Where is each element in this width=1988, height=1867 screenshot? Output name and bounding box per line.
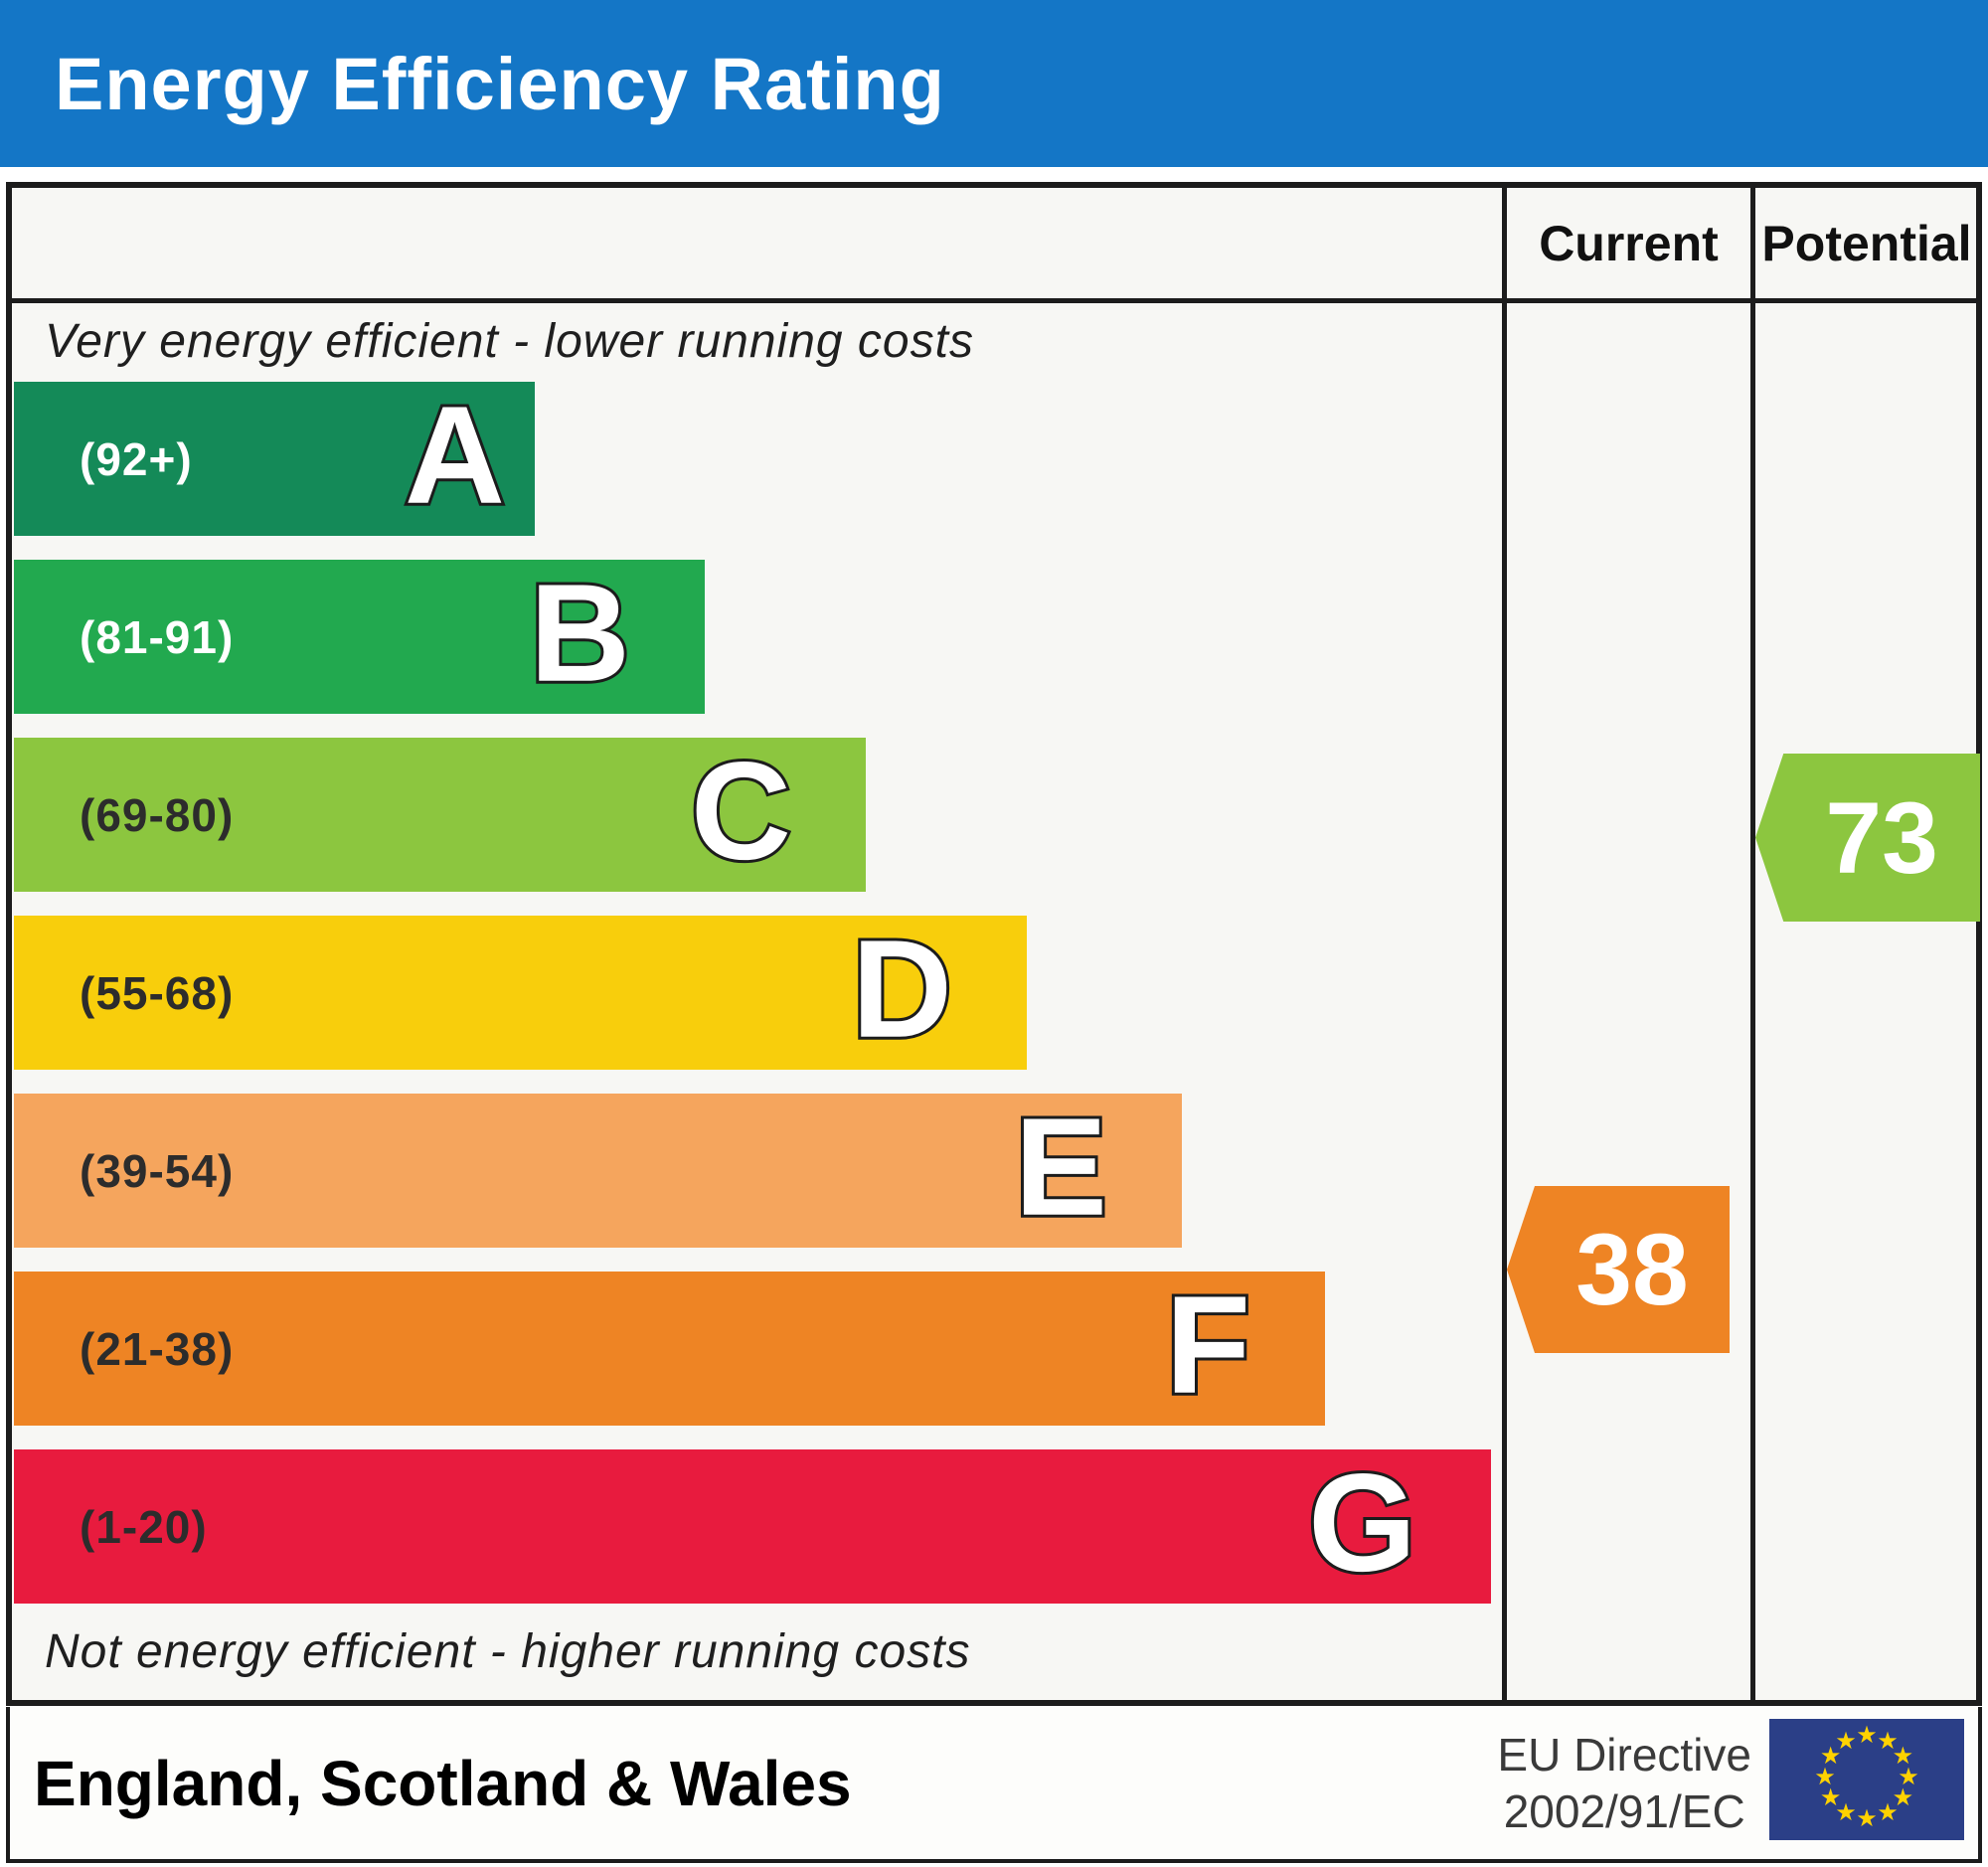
eu-flag-icon: ★ ★ ★ ★ ★ ★ ★ ★ ★ ★ ★ ★ [1769,1719,1964,1840]
bottom-caption: Not energy efficient - higher running co… [45,1625,971,1678]
potential-column-header: Potential [1761,216,1972,271]
eu-flag-star: ★ [1877,1727,1899,1755]
eu-flag-star: ★ [1835,1727,1857,1755]
band-c-range: (69-80) [80,788,235,841]
band-a: (92+) A [14,382,535,536]
eu-flag-star: ★ [1819,1784,1842,1811]
band-e: (39-54) E [14,1094,1182,1248]
band-b-range: (81-91) [80,610,235,663]
footer: England, Scotland & Wales EU Directive 2… [6,1707,1982,1863]
region-label: England, Scotland & Wales [34,1747,852,1819]
eu-flag-star: ★ [1835,1799,1857,1827]
top-caption: Very energy efficient - lower running co… [45,315,974,368]
band-a-letter: A [402,376,508,533]
band-f-letter: F [1162,1266,1252,1423]
eu-directive-line2: 2002/91/EC [1503,1784,1745,1837]
current-column-divider [1502,182,1507,1706]
eu-flag-star: ★ [1819,1743,1842,1770]
band-g: (1-20) G [14,1449,1491,1604]
eu-flag-star: ★ [1856,1722,1878,1749]
band-g-range: (1-20) [80,1500,208,1553]
potential-rating-value: 73 [1825,780,1938,895]
band-g-letter: G [1305,1443,1419,1601]
page-title: Energy Efficiency Rating [55,42,945,125]
band-b-letter: B [527,554,633,711]
band-b: (81-91) B [14,560,705,714]
eu-flag-star: ★ [1877,1799,1899,1827]
band-c: (69-80) C [14,738,866,892]
potential-rating-arrow: 73 [1755,754,1980,922]
eu-flag-star: ★ [1814,1764,1836,1790]
band-f-range: (21-38) [80,1322,235,1375]
band-d-range: (55-68) [80,966,235,1019]
band-e-range: (39-54) [80,1144,235,1197]
eu-directive-line1: EU Directive [1497,1729,1751,1782]
eu-flag-star: ★ [1892,1743,1914,1770]
eu-flag-star: ★ [1856,1805,1878,1832]
current-rating-arrow: 38 [1507,1186,1730,1353]
eu-flag-star: ★ [1892,1784,1914,1811]
band-f: (21-38) F [14,1272,1325,1426]
header-row-divider [6,298,1982,303]
eu-directive-label: EU Directive 2002/91/EC [1497,1707,1751,1859]
band-d: (55-68) D [14,916,1027,1070]
band-d-letter: D [849,910,955,1067]
current-rating-value: 38 [1575,1213,1689,1326]
title-bar: Energy Efficiency Rating [0,0,1988,167]
eu-flag-star: ★ [1898,1764,1919,1790]
band-c-letter: C [688,732,794,889]
potential-column-divider [1750,182,1755,1706]
band-e-letter: E [1012,1088,1110,1245]
band-a-range: (92+) [80,432,193,485]
current-column-header: Current [1539,216,1719,271]
